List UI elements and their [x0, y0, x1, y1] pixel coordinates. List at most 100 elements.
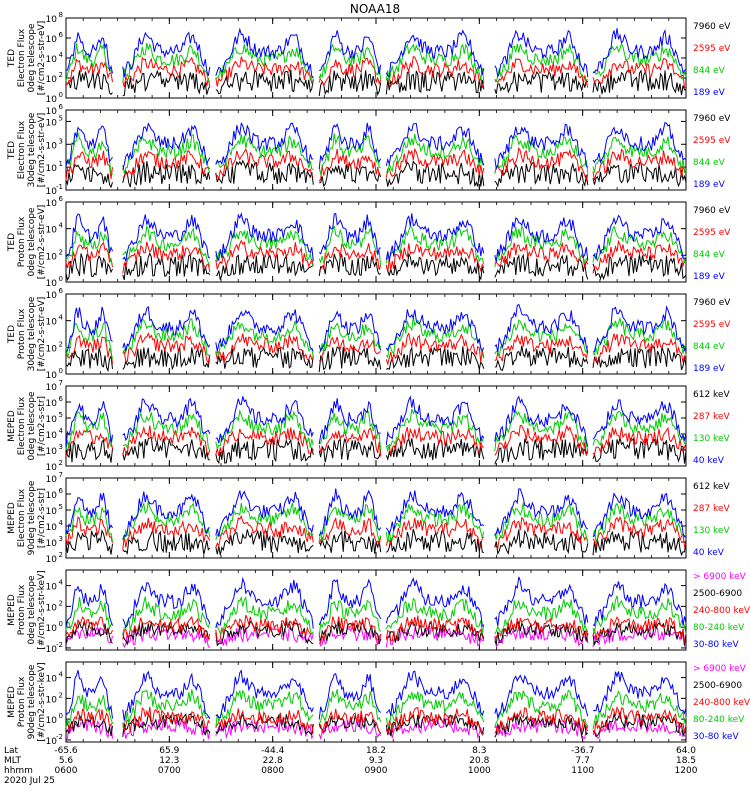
y-tick-base: 10 [46, 716, 58, 726]
y-tick-label: 10 [46, 463, 58, 473]
y-tick-label: 10 [46, 507, 58, 517]
series-2-pass-2 [122, 56, 211, 88]
y-tick-base: 10 [46, 344, 58, 354]
series-1-pass-3 [215, 159, 314, 185]
x-tick-lat: 64.0 [676, 746, 696, 756]
series-2-pass-7 [592, 148, 687, 181]
series-3-pass-7 [592, 616, 687, 644]
y-tick-exponent: 2 [59, 599, 63, 607]
y-tick-exponent: 3 [59, 137, 63, 145]
series-1-pass-1 [65, 438, 113, 463]
series-1-pass-2 [122, 436, 210, 461]
y-tick-label: 10 [46, 399, 58, 409]
series-2-pass-6 [494, 516, 589, 549]
legend-entry: 240-800 keV [693, 698, 750, 708]
y-tick-exponent: 6 [59, 31, 64, 39]
y-axis-label-line: [#/cm2-s-str-keV] [37, 570, 47, 649]
series-4-pass-6 [494, 303, 589, 353]
legend-entry: 40 keV [693, 548, 725, 558]
x-tick-mlt: 12.3 [159, 756, 179, 766]
series-4-pass-1 [65, 306, 113, 352]
y-tick-label: 10 [46, 226, 58, 236]
series-4-pass-2 [122, 305, 211, 352]
series-2-pass-1 [65, 714, 113, 737]
series-2-pass-5 [386, 621, 485, 643]
series-1-pass-4 [318, 253, 381, 277]
series-5-pass-4 [318, 672, 381, 720]
y-tick-exponent: 0 [59, 712, 63, 720]
y-tick-exponent: 0 [59, 91, 63, 99]
series-2-pass-4 [318, 149, 381, 182]
series-5-pass-7 [592, 581, 687, 627]
series-4-pass-1 [65, 213, 113, 258]
series-1-pass-2 [122, 346, 211, 371]
series-1-pass-4 [318, 346, 382, 373]
series-2-pass-3 [215, 514, 314, 548]
y-tick-label: 10 [46, 716, 58, 726]
series-5-pass-2 [122, 582, 211, 629]
y-axis-label-line: [#/cm2-s-str-eV] [37, 113, 47, 188]
series-5-pass-5 [385, 670, 485, 717]
y-tick-label: 10 [46, 55, 58, 65]
y-tick-exponent: 2 [59, 459, 63, 467]
series-2-pass-5 [385, 147, 485, 178]
series-4-pass-4 [318, 599, 382, 637]
series-4-pass-4 [318, 488, 382, 537]
y-axis-label-line: MEPED [7, 686, 17, 718]
series-2-pass-2 [122, 713, 211, 738]
y-tick-label: 10 [46, 475, 58, 485]
legend-entry: 189 eV [693, 180, 726, 190]
y-tick-base: 10 [46, 371, 58, 381]
y-tick-label: 10 [46, 695, 58, 705]
y-axis-label-line: [#/cm2-s-str-keV] [37, 662, 47, 741]
y-tick-base: 10 [46, 164, 58, 174]
series-4-pass-7 [592, 492, 687, 538]
y-tick-exponent: 5 [59, 503, 63, 511]
y-tick-exponent: 3 [59, 443, 63, 451]
series-2-pass-5 [385, 426, 484, 456]
series-1-pass-7 [592, 626, 687, 648]
series-4-pass-3 [215, 396, 314, 444]
series-1-pass-5 [386, 345, 485, 370]
y-tick-label: 10 [46, 675, 58, 685]
y-tick-base: 10 [46, 695, 58, 705]
y-tick-label: 10 [46, 555, 58, 565]
legend-entry: 7960 eV [693, 22, 731, 32]
y-tick-label: 10 [46, 737, 58, 747]
series-2-pass-5 [385, 517, 484, 548]
y-tick-exponent: 6 [59, 195, 64, 203]
y-tick-label: 10 [46, 645, 58, 655]
series-4-pass-1 [65, 492, 113, 535]
series-2-pass-3 [215, 56, 314, 87]
series-1-pass-3 [215, 529, 314, 556]
y-tick-base: 10 [46, 75, 58, 85]
series-3-pass-5 [385, 134, 485, 175]
y-axis-label-line: 90deg telescope [27, 480, 37, 555]
y-tick-base: 10 [46, 415, 58, 425]
legend-entry: 7960 eV [693, 298, 731, 308]
series-4-pass-2 [122, 214, 211, 263]
series-3-pass-7 [592, 316, 687, 356]
x-tick-mlt: 20.8 [469, 756, 489, 766]
y-tick-label: 10 [46, 75, 58, 85]
series-1-pass-3 [215, 253, 314, 280]
series-1-pass-3 [215, 437, 314, 465]
series-1-pass-7 [592, 69, 687, 96]
series-4-pass-7 [592, 121, 687, 164]
series-5-pass-5 [385, 576, 484, 627]
y-axis-label-line: [#/cm2-s-str] [37, 488, 47, 548]
y-axis-label-line: TED [7, 325, 17, 344]
series-1-pass-3 [215, 346, 314, 369]
y-tick-exponent: 5 [59, 411, 63, 419]
y-axis-label-line: 0deg telescope [27, 23, 37, 93]
y-tick-base: 10 [46, 431, 58, 441]
series-3-pass-6 [494, 409, 589, 452]
y-tick-base: 10 [46, 675, 58, 685]
y-tick-exponent: 4 [59, 579, 64, 587]
series-5-pass-1 [65, 584, 113, 627]
series-4-pass-2 [122, 689, 210, 728]
series-2-pass-5 [385, 243, 485, 273]
